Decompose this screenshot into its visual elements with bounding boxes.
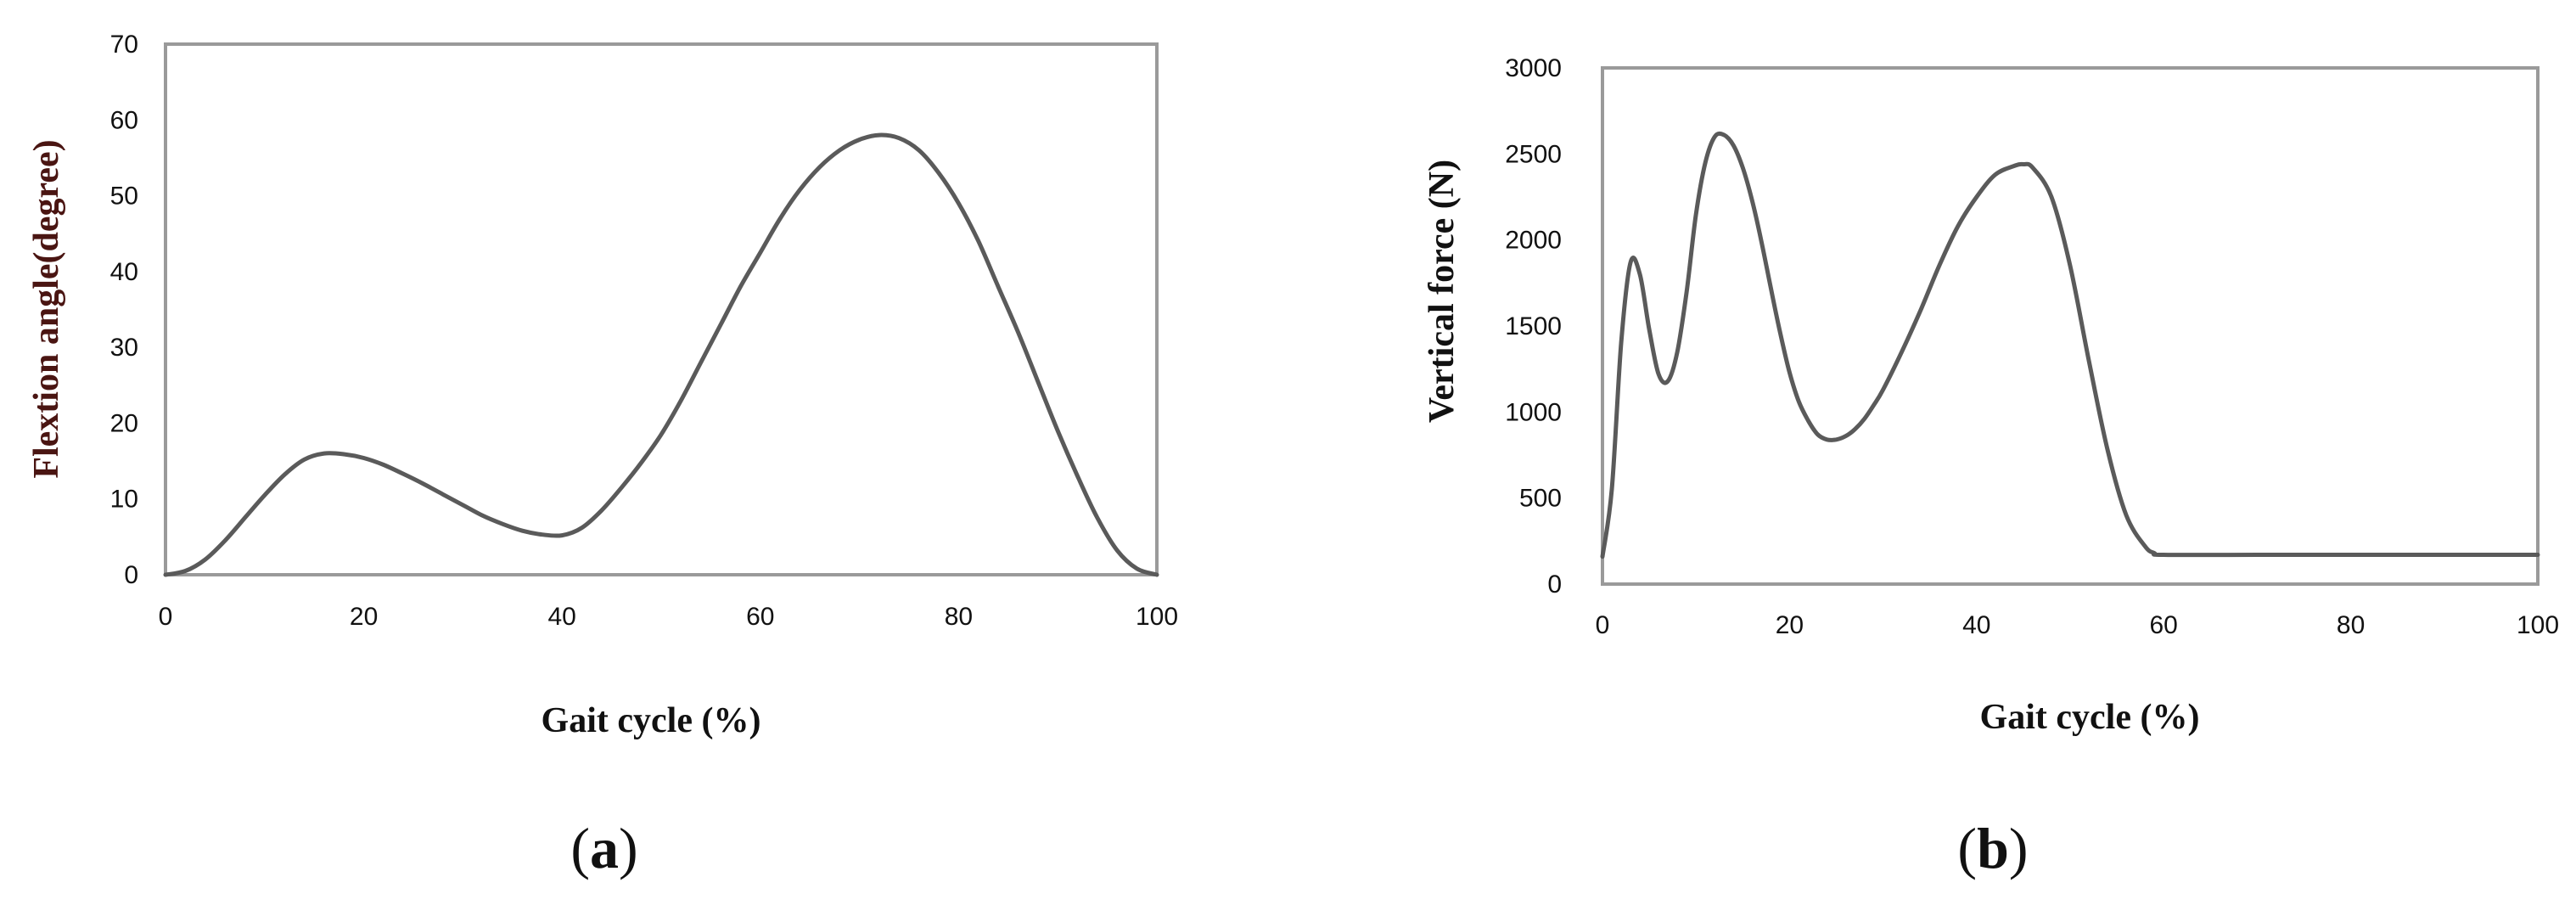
chart-a-x-ticks: 0 20 40 60 80 100 (159, 603, 1178, 631)
chart-b-y-tick-label: 2000 (1505, 227, 1562, 255)
chart-b-series-line (1600, 131, 2540, 559)
chart-a-x-tick-label: 80 (945, 603, 973, 631)
chart-a-y-tick-label: 0 (124, 561, 138, 589)
chart-b-series (1600, 131, 2540, 559)
chart-a-y-ticks: 0 10 20 30 40 50 60 70 (110, 31, 138, 589)
chart-a-y-tick-label: 30 (110, 334, 138, 362)
chart-a-y-tick-label: 60 (110, 106, 138, 134)
chart-a-x-tick-label: 100 (1136, 603, 1178, 631)
panel-label-b: (b) (1957, 816, 2028, 880)
chart-b-x-tick-label: 60 (2150, 611, 2178, 639)
panel-label-a: (a) (570, 816, 637, 880)
panel-label-b-open: ( (1957, 816, 1977, 880)
panel-label-b-letter: b (1977, 816, 2009, 880)
chart-a-x-tick-label: 60 (746, 603, 774, 631)
chart-a-y-tick-label: 70 (110, 31, 138, 59)
panel-label-a-open: ( (570, 816, 590, 880)
chart-a-y-tick-label: 10 (110, 486, 138, 514)
chart-b: 0 500 1000 1500 2000 2500 3000 0 20 40 60 80 100 Ve… (1423, 54, 2559, 880)
chart-a-y-tick-label: 20 (110, 409, 138, 437)
chart-a-x-tick-label: 40 (548, 603, 576, 631)
chart-b-x-tick-label: 20 (1776, 611, 1804, 639)
chart-b-y-tick-label: 1000 (1505, 398, 1562, 426)
panel-label-a-letter: a (590, 816, 619, 880)
chart-a-series-line (163, 132, 1159, 577)
chart-a-y-tick-label: 50 (110, 183, 138, 211)
chart-b-y-tick-label: 1500 (1505, 312, 1562, 340)
chart-b-y-ticks: 0 500 1000 1500 2000 2500 3000 (1505, 54, 1562, 599)
chart-b-x-tick-label: 100 (2517, 611, 2559, 639)
chart-b-y-axis-label: Vertical force (N) (1423, 160, 1462, 423)
chart-a-y-axis-label: Flextion angle(degree) (27, 139, 66, 478)
chart-a: 0 10 20 30 40 50 60 70 0 20 40 60 80 100 Flextion an… (27, 31, 1178, 880)
chart-b-y-tick-label: 0 (1547, 571, 1562, 599)
chart-b-x-tick-label: 40 (1962, 611, 1990, 639)
chart-b-y-tick-label: 3000 (1505, 54, 1562, 82)
chart-b-y-tick-label: 2500 (1505, 140, 1562, 168)
panel-label-a-close: ) (619, 816, 638, 880)
chart-a-plot-frame (164, 42, 1159, 576)
chart-a-x-axis-label: Gait cycle (%) (542, 701, 761, 740)
chart-a-y-tick-label: 40 (110, 258, 138, 286)
chart-b-x-ticks: 0 20 40 60 80 100 (1596, 611, 2559, 639)
chart-b-plot-frame (1601, 66, 2540, 586)
chart-b-y-tick-label: 500 (1519, 485, 1562, 513)
chart-b-x-tick-label: 80 (2337, 611, 2365, 639)
chart-a-x-tick-label: 0 (159, 603, 173, 631)
chart-a-x-tick-label: 20 (350, 603, 378, 631)
chart-a-series (163, 132, 1159, 577)
panel-label-b-close: ) (2009, 816, 2029, 880)
chart-b-x-axis-label: Gait cycle (%) (1980, 698, 2200, 737)
chart-b-x-tick-label: 0 (1596, 611, 1610, 639)
